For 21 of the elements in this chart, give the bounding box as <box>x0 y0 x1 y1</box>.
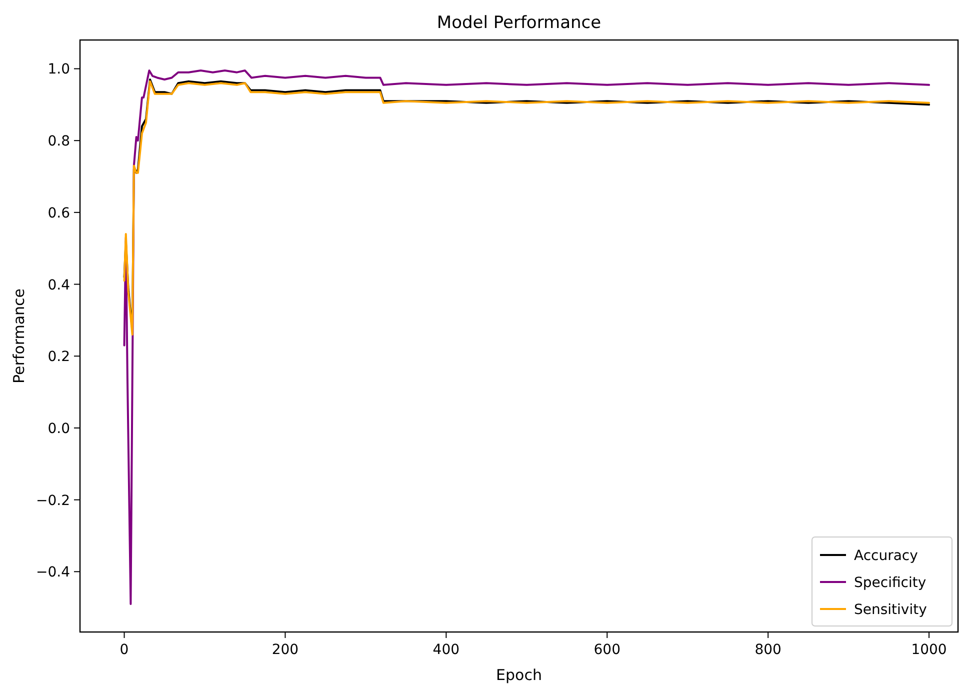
x-axis-title: Epoch <box>496 666 542 684</box>
y-axis-title: Performance <box>10 288 28 384</box>
y-tick-label: −0.4 <box>36 564 70 581</box>
x-tick-label: 600 <box>594 642 620 658</box>
x-tick-label: 0 <box>120 642 129 658</box>
y-tick-label: 0.2 <box>48 349 70 366</box>
y-tick-label: 0.8 <box>48 134 70 150</box>
x-tick-label: 1000 <box>911 642 947 658</box>
y-tick-label: 0.4 <box>48 277 70 294</box>
line-series <box>123 70 930 605</box>
legend-label: Sensitivity <box>854 602 927 618</box>
y-tick-label: 0.0 <box>48 420 70 437</box>
y-tick-label: 0.6 <box>48 205 70 222</box>
x-tick-label: 400 <box>432 642 460 658</box>
y-tick-label: 1.0 <box>48 62 70 78</box>
chart-title: Model Performance <box>436 13 602 33</box>
legend-label: Accuracy <box>854 548 918 564</box>
x-tick-label: 200 <box>272 642 299 658</box>
x-tick-label: 800 <box>754 642 782 658</box>
legend-label: Specificity <box>854 575 926 591</box>
y-tick-label: −0.2 <box>36 492 70 509</box>
